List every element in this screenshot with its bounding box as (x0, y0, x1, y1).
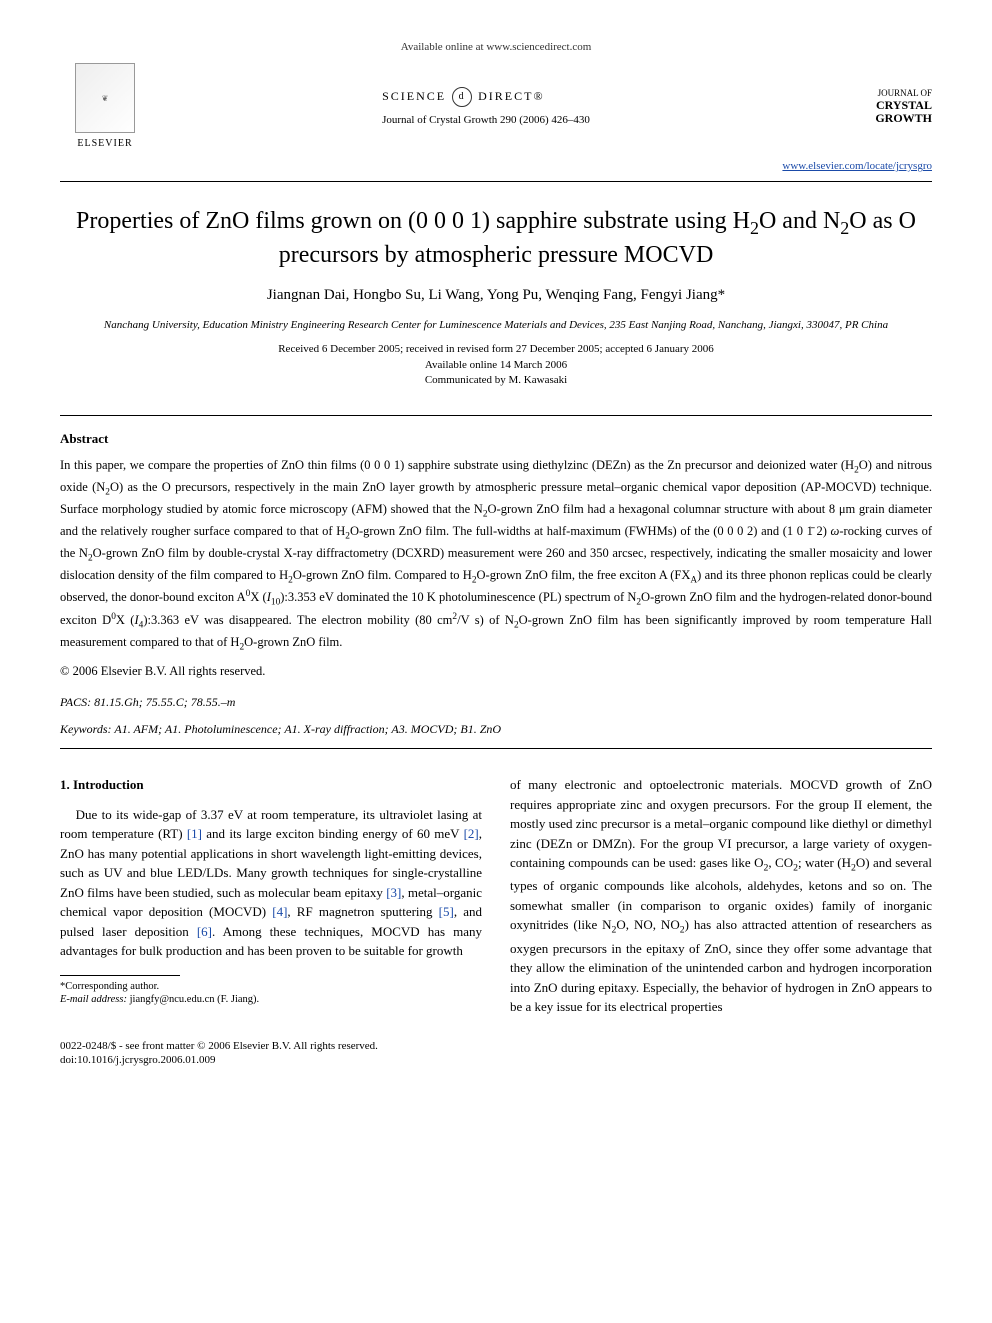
abstract-bottom-rule (60, 748, 932, 749)
journal-locate-link[interactable]: www.elsevier.com/locate/jcrysgro (60, 159, 932, 174)
footnote-rule (60, 975, 180, 976)
history-received: Received 6 December 2005; received in re… (60, 342, 932, 357)
authors-line: Jiangnan Dai, Hongbo Su, Li Wang, Yong P… (60, 285, 932, 306)
footnote-email-label: E-mail address: (60, 994, 127, 1005)
publisher-mark: ❦ ELSEVIER (60, 63, 150, 151)
footer-block: 0022-0248/$ - see front matter © 2006 El… (60, 1039, 932, 1068)
science-direct-logo: SCIENCE d DIRECT® (382, 87, 590, 107)
journal-name: CRYSTAL GROWTH (822, 99, 932, 125)
footnote-email: E-mail address: jiangfy@ncu.edu.cn (F. J… (60, 993, 482, 1007)
body-columns: 1. Introduction Due to its wide-gap of 3… (60, 775, 932, 1016)
footnote-corr: *Corresponding author. (60, 980, 482, 994)
abstract-heading: Abstract (60, 430, 932, 448)
pacs-value: 81.15.Gh; 75.55.C; 78.55.–m (94, 695, 235, 709)
abstract-copyright: © 2006 Elsevier B.V. All rights reserved… (60, 663, 932, 681)
intro-para-right: of many electronic and optoelectronic ma… (510, 775, 932, 1016)
keywords-value: A1. AFM; A1. Photoluminescence; A1. X-ra… (114, 722, 501, 736)
elsevier-tree-icon: ❦ (75, 63, 135, 133)
journal-title-block: JOURNAL OF CRYSTAL GROWTH (822, 89, 932, 125)
intro-para-left: Due to its wide-gap of 3.37 eV at room t… (60, 805, 482, 961)
article-history: Received 6 December 2005; received in re… (60, 342, 932, 388)
science-direct-block: SCIENCE d DIRECT® Journal of Crystal Gro… (382, 87, 590, 128)
publisher-label: ELSEVIER (77, 137, 132, 151)
footnote-email-value[interactable]: jiangfy@ncu.edu.cn (F. Jiang). (130, 994, 260, 1005)
available-online: Available online at www.sciencedirect.co… (60, 40, 932, 55)
keywords-line: Keywords: A1. AFM; A1. Photoluminescence… (60, 721, 932, 738)
history-available: Available online 14 March 2006 (60, 358, 932, 373)
header-row: ❦ ELSEVIER SCIENCE d DIRECT® Journal of … (60, 63, 932, 151)
abstract-top-rule (60, 415, 932, 416)
header-rule (60, 181, 932, 182)
pacs-label: PACS: (60, 695, 91, 709)
affiliation: Nanchang University, Education Ministry … (60, 318, 932, 332)
footer-issn: 0022-0248/$ - see front matter © 2006 El… (60, 1039, 932, 1053)
keywords-label: Keywords: (60, 722, 112, 736)
paper-title: Properties of ZnO films grown on (0 0 0 … (60, 206, 932, 271)
sd-right: DIRECT® (478, 88, 544, 105)
footer-doi: doi:10.1016/j.jcrysgro.2006.01.009 (60, 1053, 932, 1067)
sd-left: SCIENCE (382, 88, 446, 105)
introduction-heading: 1. Introduction (60, 775, 482, 795)
journal-citation: Journal of Crystal Growth 290 (2006) 426… (382, 113, 590, 128)
sd-d-icon: d (452, 87, 472, 107)
abstract-body: In this paper, we compare the properties… (60, 456, 932, 655)
pacs-line: PACS: 81.15.Gh; 75.55.C; 78.55.–m (60, 694, 932, 711)
history-communicated: Communicated by M. Kawasaki (60, 373, 932, 388)
